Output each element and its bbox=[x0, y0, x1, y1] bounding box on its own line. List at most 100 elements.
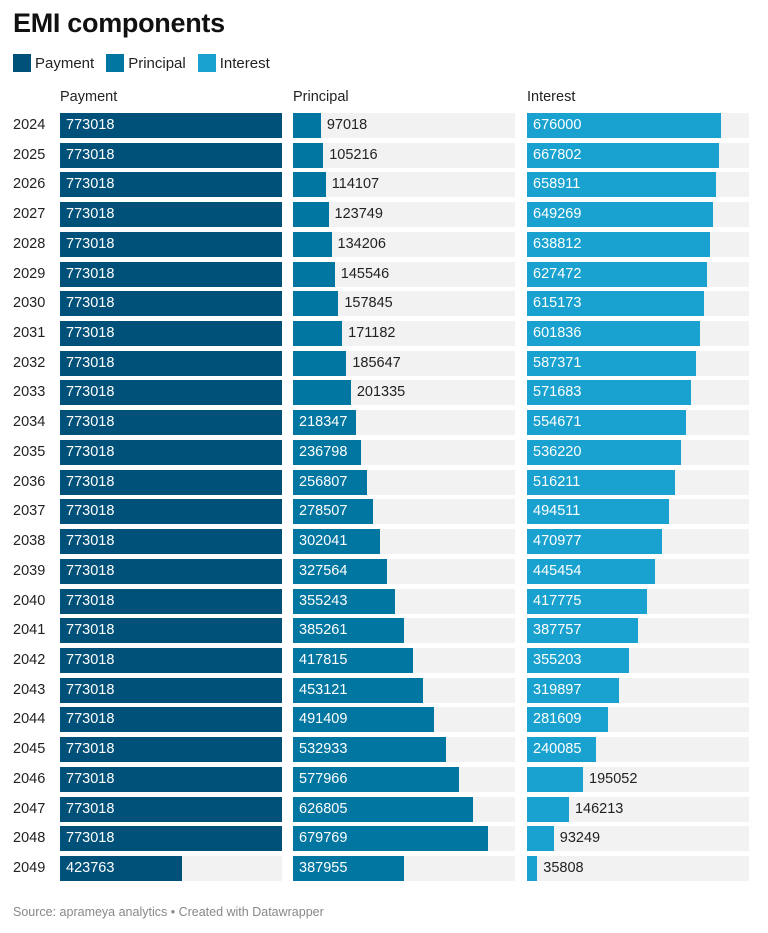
data-label: 773018 bbox=[66, 473, 115, 490]
row-label: 2037 bbox=[13, 503, 46, 520]
data-label: 773018 bbox=[66, 533, 115, 550]
bar-interest bbox=[527, 647, 629, 673]
data-label: 667802 bbox=[533, 146, 582, 163]
data-label: 773018 bbox=[66, 235, 115, 252]
table-row: 2038 773018 302041 470977 bbox=[0, 529, 768, 555]
table-row: 2047 773018 626805 146213 bbox=[0, 796, 768, 822]
table-row: 2049 423763 387955 35808 bbox=[0, 856, 768, 881]
data-label: 171182 bbox=[348, 325, 396, 342]
data-label: 536220 bbox=[533, 443, 582, 460]
bar-interest bbox=[527, 677, 619, 703]
bar-principal bbox=[293, 647, 413, 673]
table-row: 2040 773018 355243 417775 bbox=[0, 588, 768, 614]
bar-track: 218347 bbox=[293, 410, 515, 436]
bar-interest bbox=[527, 796, 569, 822]
bar-track: 319897 bbox=[527, 677, 749, 703]
row-label: 2035 bbox=[13, 443, 46, 460]
bar-principal bbox=[293, 321, 343, 347]
bar-payment bbox=[60, 499, 282, 525]
legend-swatch bbox=[197, 54, 216, 72]
bar-track: 35808 bbox=[527, 856, 749, 881]
data-label: 532933 bbox=[299, 741, 348, 758]
bar-track: 201335 bbox=[293, 380, 515, 406]
bar-track: 470977 bbox=[527, 529, 749, 555]
bar-principal bbox=[293, 231, 332, 257]
bar-track: 679769 bbox=[293, 826, 515, 852]
bar-interest bbox=[527, 410, 687, 436]
data-label: 157845 bbox=[344, 295, 393, 312]
bar-track: 773018 bbox=[60, 558, 282, 584]
data-label: 615173 bbox=[533, 295, 582, 312]
data-label: 773018 bbox=[66, 622, 115, 639]
bar-track: 240085 bbox=[527, 737, 749, 763]
row-label: 2031 bbox=[13, 325, 46, 342]
row-label: 2046 bbox=[13, 770, 46, 787]
table-row: 2032 773018 185647 587371 bbox=[0, 350, 768, 376]
bar-track: 773018 bbox=[60, 766, 282, 792]
data-label: 281609 bbox=[533, 711, 582, 728]
bar-principal bbox=[293, 618, 404, 644]
bar-track: 773018 bbox=[60, 172, 282, 198]
bar-interest bbox=[527, 172, 717, 198]
bar-track: 491409 bbox=[293, 707, 515, 733]
bar-track: 278507 bbox=[293, 499, 515, 525]
bar-track: 93249 bbox=[527, 826, 749, 852]
row-label: 2041 bbox=[13, 622, 46, 639]
data-label: 201335 bbox=[356, 384, 406, 401]
column-header-payment: Payment bbox=[60, 89, 118, 105]
bar-track: 577966 bbox=[293, 766, 515, 792]
bar-interest bbox=[527, 113, 722, 138]
data-label: 494511 bbox=[533, 503, 581, 520]
bar-payment bbox=[60, 231, 282, 257]
table-row: 2043 773018 453121 319897 bbox=[0, 677, 768, 703]
data-label: 773018 bbox=[66, 741, 115, 758]
bar-interest bbox=[527, 558, 655, 584]
bar-track: 773018 bbox=[60, 261, 282, 287]
bar-track: 185647 bbox=[293, 350, 515, 376]
legend-label: Payment bbox=[35, 54, 95, 72]
bar-payment bbox=[60, 766, 282, 792]
table-row: 2034 773018 218347 554671 bbox=[0, 410, 768, 436]
bar-track: 97018 bbox=[293, 113, 515, 138]
row-label: 2039 bbox=[13, 562, 46, 579]
bar-payment bbox=[60, 202, 282, 228]
data-label: 387955 bbox=[299, 860, 348, 876]
data-label: 445454 bbox=[533, 562, 582, 579]
data-label: 773018 bbox=[66, 592, 115, 609]
data-label: 773018 bbox=[66, 176, 115, 193]
data-label: 123749 bbox=[334, 206, 383, 223]
row-label: 2047 bbox=[13, 800, 46, 817]
data-label: 387757 bbox=[533, 622, 582, 639]
bar-track: 327564 bbox=[293, 558, 515, 584]
data-label: 773018 bbox=[66, 354, 115, 371]
bar-principal bbox=[293, 677, 424, 703]
data-label: 676000 bbox=[533, 117, 582, 133]
row-label: 2030 bbox=[13, 295, 46, 312]
bar-interest bbox=[527, 707, 608, 733]
data-label: 773018 bbox=[66, 830, 115, 847]
data-label: 571683 bbox=[533, 384, 582, 401]
bar-payment bbox=[60, 707, 282, 733]
bar-payment bbox=[60, 142, 282, 168]
chart-title: EMI components bbox=[13, 8, 225, 38]
data-label: 145546 bbox=[340, 265, 390, 282]
bar-principal bbox=[293, 529, 380, 555]
data-label: 218347 bbox=[299, 414, 348, 431]
bar-track: 773018 bbox=[60, 142, 282, 168]
bar-track: 516211 bbox=[527, 469, 749, 495]
data-label: 453121 bbox=[299, 681, 348, 698]
data-label: 679769 bbox=[299, 830, 348, 847]
data-label: 773018 bbox=[66, 117, 115, 133]
bar-principal bbox=[293, 707, 435, 733]
table-row: 2036 773018 256807 516211 bbox=[0, 469, 768, 495]
bar-payment bbox=[60, 856, 182, 881]
bar-track: 649269 bbox=[527, 202, 749, 228]
row-label: 2049 bbox=[13, 860, 46, 876]
data-label: 658911 bbox=[533, 176, 581, 193]
table-row: 2035 773018 236798 536220 bbox=[0, 439, 768, 465]
bar-track: 626805 bbox=[293, 796, 515, 822]
data-label: 240085 bbox=[533, 741, 582, 758]
bar-track: 114107 bbox=[293, 172, 515, 198]
data-label: 627472 bbox=[533, 265, 582, 282]
data-label: 385261 bbox=[299, 622, 348, 639]
